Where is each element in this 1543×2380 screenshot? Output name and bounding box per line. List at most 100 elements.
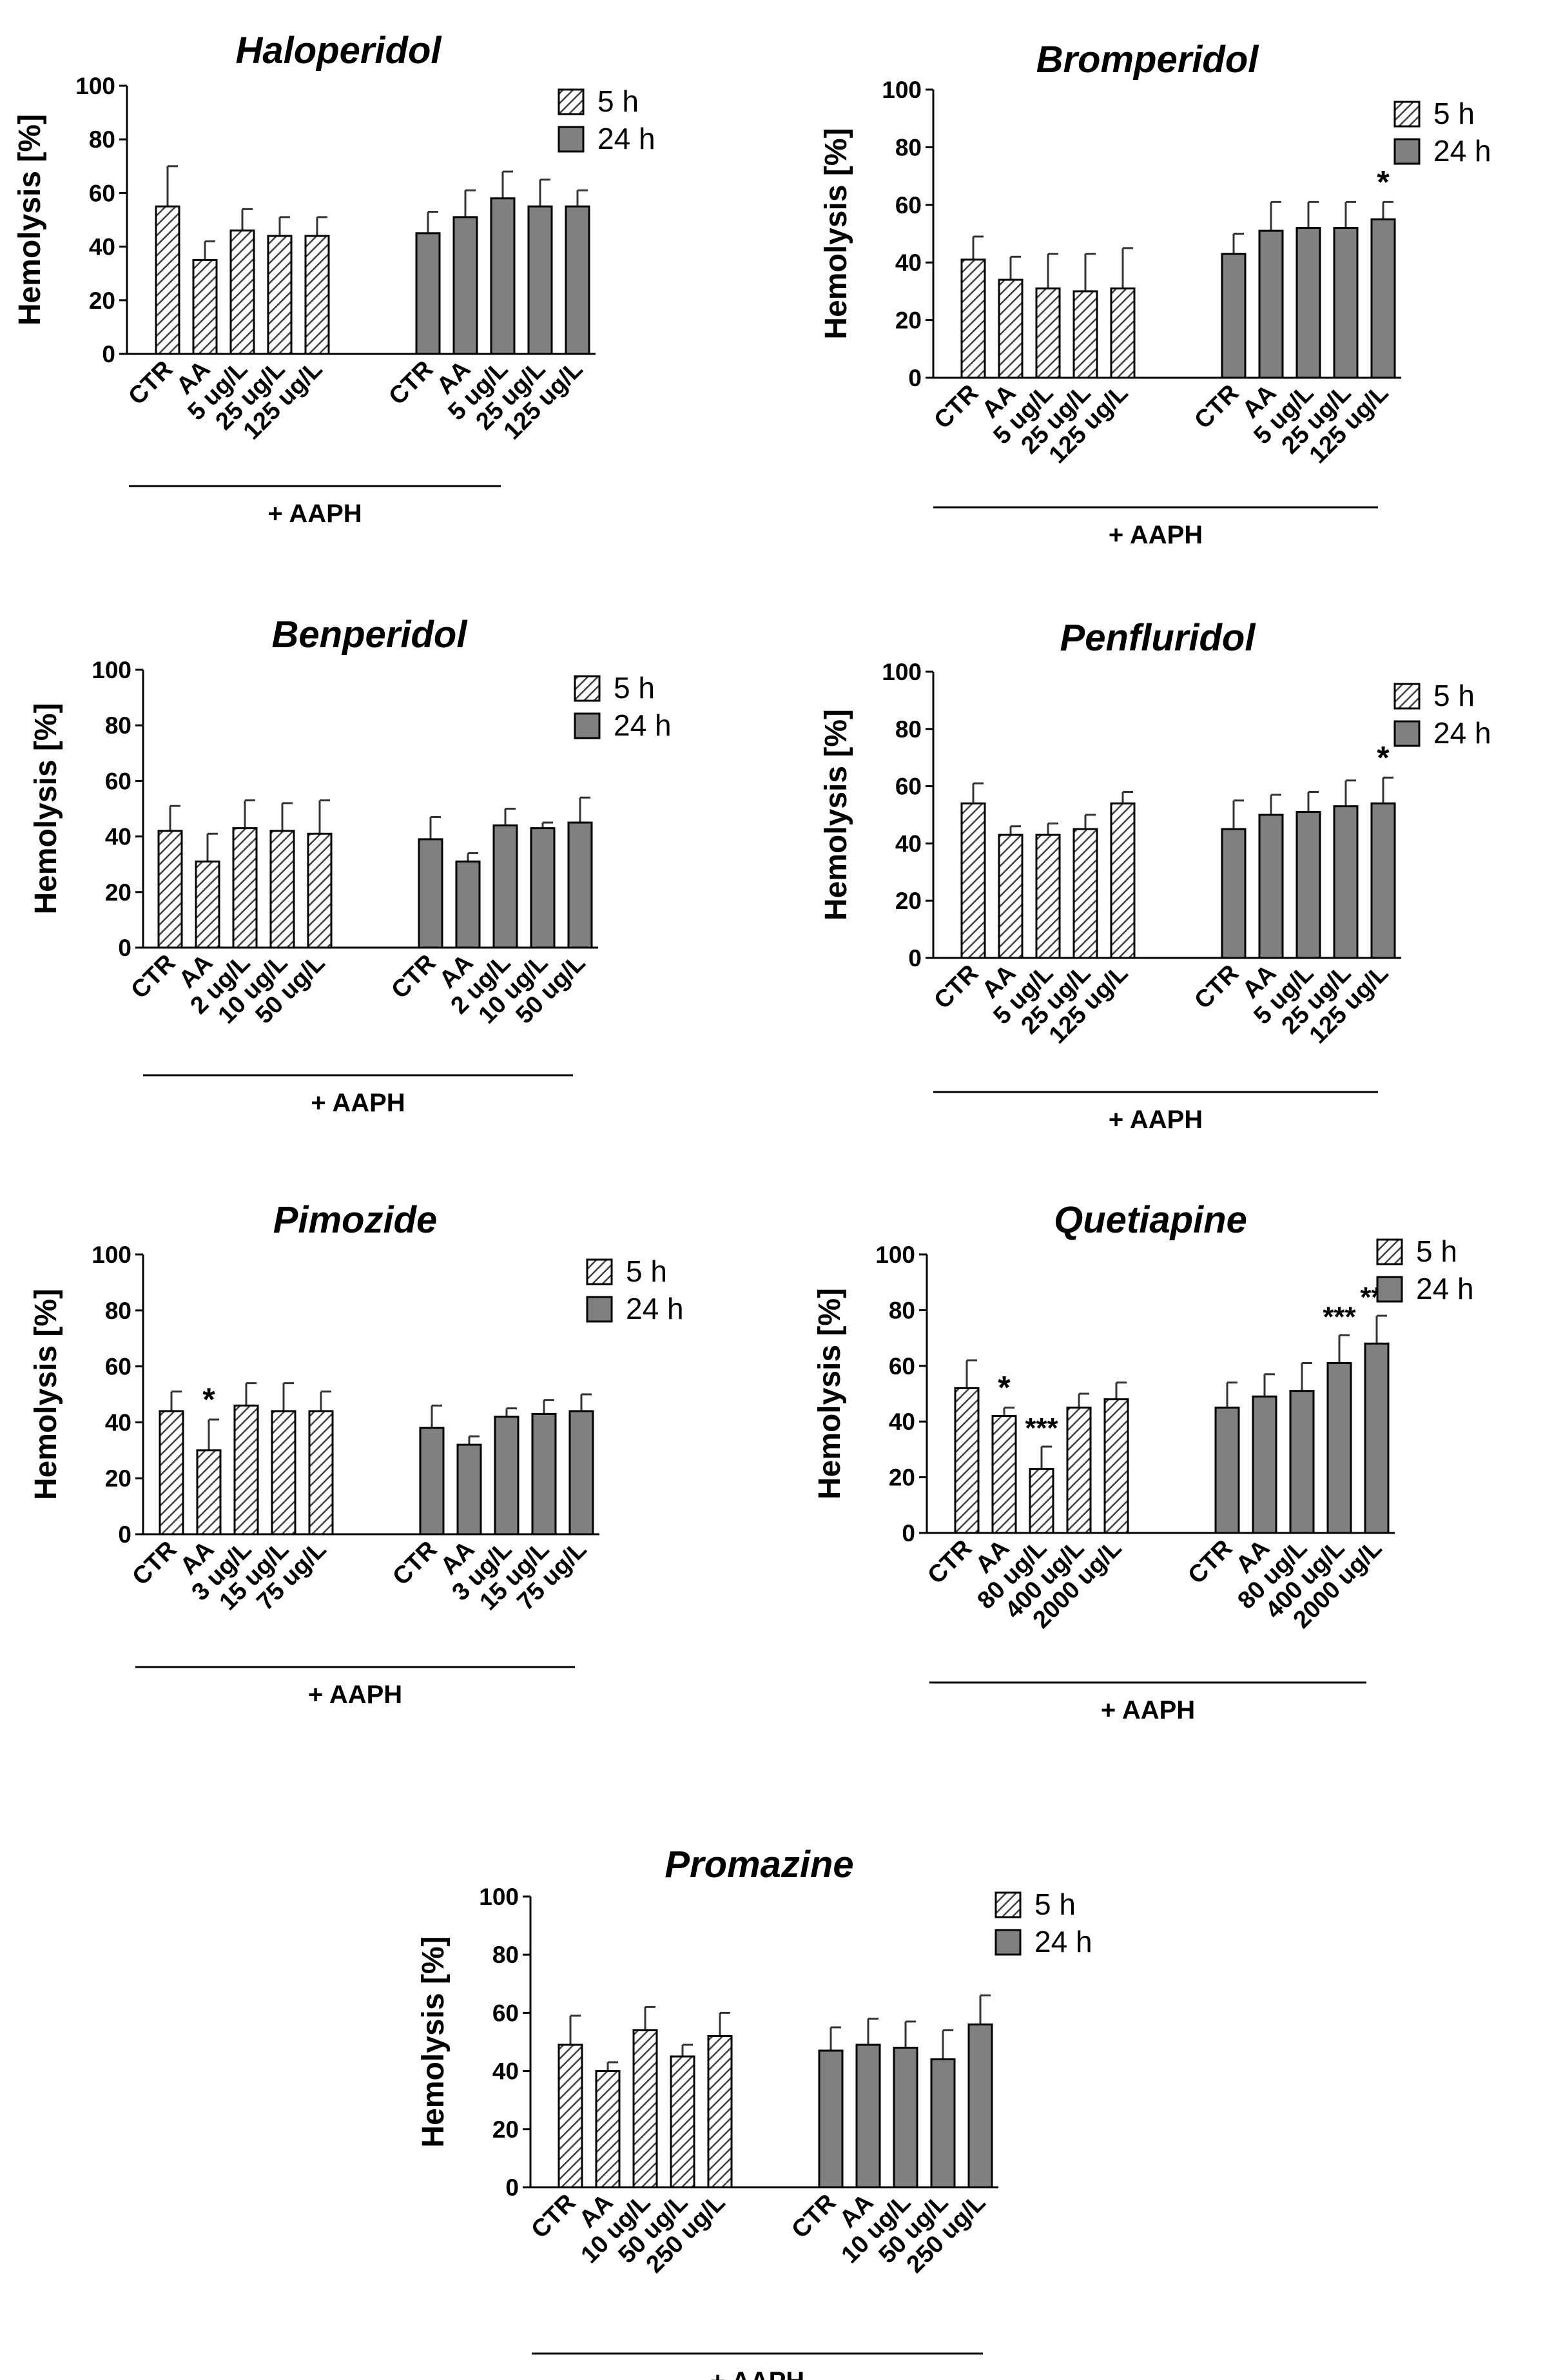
pimozide-bar-5h [271, 1410, 296, 1536]
bromperidol-y-tick-label: 80 [895, 134, 922, 161]
penfluridol-y-axis-label: Hemolysis [%] [819, 709, 853, 921]
promazine-x-tick-label: CTR [786, 2189, 841, 2244]
bromperidol-y-tick-label: 60 [895, 192, 922, 219]
penfluridol-bar-5h [960, 802, 986, 959]
pimozide-aaph-label: + AAPH [308, 1681, 402, 1709]
pimozide-bar-24h [531, 1412, 557, 1536]
pimozide-bar-5h [233, 1404, 259, 1536]
penfluridol-y-tick-label: 80 [895, 716, 922, 743]
benperidol-y-tick-label: 20 [105, 879, 131, 906]
promazine-y-tick-label: 60 [492, 2000, 519, 2026]
haloperidol-bar-24h [452, 216, 478, 355]
promazine-bar-5h [595, 2070, 621, 2189]
quetiapine-legend-swatch-5h [1376, 1238, 1403, 1265]
quetiapine-bar-24h [1364, 1342, 1390, 1534]
benperidol-title: Benperidol [272, 614, 469, 656]
penfluridol-bar-24h [1221, 828, 1247, 959]
quetiapine-y-tick-label: 60 [889, 1353, 915, 1380]
promazine-y-tick-label: 80 [492, 1942, 519, 1968]
penfluridol-y-tick-label: 60 [895, 774, 922, 800]
penfluridol-bar-5h [1035, 834, 1061, 959]
quetiapine-title: Quetiapine [1054, 1199, 1247, 1241]
benperidol-legend-label: 24 h [614, 708, 672, 742]
promazine-title: Promazine [665, 1844, 853, 1886]
promazine-y-axis-label: Hemolysis [%] [416, 1936, 451, 2147]
haloperidol-bar-5h [229, 229, 255, 355]
benperidol-bar-5h [157, 830, 183, 949]
pimozide-significance-mark: * [202, 1381, 215, 1418]
penfluridol-y-tick-label: 40 [895, 830, 922, 857]
promazine-y-tick-label: 20 [492, 2116, 519, 2143]
promazine-bar-24h [930, 2058, 956, 2189]
bromperidol-bar-24h [1333, 227, 1359, 379]
quetiapine-x-tick-label: CTR [922, 1535, 977, 1590]
bromperidol-x-tick-label: CTR [929, 380, 984, 434]
pimozide-y-tick-label: 0 [118, 1521, 131, 1548]
pimozide-x-tick-label: CTR [127, 1536, 182, 1591]
bromperidol-title: Bromperidol [1036, 39, 1260, 81]
pimozide-bar-24h [456, 1443, 482, 1536]
benperidol-legend-swatch-24h [574, 712, 601, 739]
benperidol-bar-24h [530, 827, 556, 949]
quetiapine-bar-5h [954, 1387, 980, 1534]
pimozide-y-tick-label: 40 [105, 1409, 131, 1436]
pimozide-title: Pimozide [273, 1199, 438, 1241]
pimozide-bar-5h [159, 1410, 184, 1536]
haloperidol-y-tick-label: 40 [89, 234, 115, 260]
pimozide-legend-label: 24 h [626, 1292, 684, 1325]
bromperidol-bar-5h [1110, 287, 1136, 379]
benperidol-y-tick-label: 0 [118, 935, 131, 961]
bromperidol-legend-label: 5 h [1433, 97, 1475, 130]
penfluridol-bar-24h [1258, 814, 1284, 959]
promazine-bar-5h [707, 2034, 733, 2189]
bromperidol-y-tick-label: 0 [908, 365, 922, 391]
haloperidol-y-tick-label: 60 [89, 180, 115, 206]
benperidol-legend-swatch-5h [574, 675, 601, 702]
promazine-legend-swatch-24h [995, 1929, 1022, 1956]
haloperidol-bar-24h [415, 232, 441, 355]
penfluridol-bar-5h [1110, 802, 1136, 959]
benperidol-bar-5h [195, 860, 220, 949]
promazine-bar-5h [558, 2043, 583, 2189]
quetiapine-y-tick-label: 20 [889, 1465, 915, 1491]
penfluridol-y-tick-label: 100 [882, 659, 922, 685]
haloperidol-legend-swatch-5h [558, 88, 585, 115]
haloperidol-bar-5h [267, 235, 293, 355]
penfluridol-x-tick-label: CTR [929, 960, 984, 1015]
quetiapine-y-axis-label: Hemolysis [%] [813, 1288, 847, 1499]
penfluridol-legend-label: 5 h [1433, 679, 1475, 712]
promazine-legend-swatch-5h [995, 1891, 1022, 1918]
promazine-bar-24h [893, 2047, 918, 2189]
haloperidol-legend-label: 24 h [597, 122, 655, 155]
bromperidol-legend-label: 24 h [1433, 134, 1491, 168]
benperidol-x-tick-label: CTR [126, 950, 180, 1004]
benperidol-aaph-label: + AAPH [311, 1089, 405, 1117]
haloperidol-x-tick-label: CTR [383, 356, 438, 411]
pimozide-bar-24h [494, 1416, 519, 1536]
quetiapine-legend-label: 5 h [1416, 1234, 1457, 1268]
quetiapine-bar-24h [1289, 1390, 1315, 1534]
bromperidol-bar-24h [1258, 229, 1284, 379]
bromperidol-bar-5h [998, 278, 1024, 379]
haloperidol-aaph-label: + AAPH [267, 500, 362, 528]
quetiapine-legend-swatch-24h [1376, 1276, 1403, 1303]
quetiapine-significance-mark: *** [1323, 1301, 1356, 1332]
penfluridol-bar-5h [998, 834, 1024, 959]
penfluridol-bar-24h [1370, 802, 1396, 959]
quetiapine-aaph-label: + AAPH [1101, 1696, 1195, 1724]
benperidol-bar-24h [492, 824, 518, 949]
benperidol-y-tick-label: 60 [105, 768, 131, 794]
haloperidol-legend-swatch-24h [558, 126, 585, 153]
pimozide-bar-5h [308, 1410, 334, 1536]
haloperidol-bar-24h [527, 205, 553, 355]
quetiapine-y-tick-label: 0 [902, 1520, 915, 1546]
haloperidol-legend-label: 5 h [597, 84, 639, 118]
benperidol-bar-24h [567, 821, 593, 949]
penfluridol-y-tick-label: 0 [908, 945, 922, 971]
penfluridol-significance-mark: * [1377, 739, 1390, 775]
haloperidol-y-tick-label: 80 [89, 126, 115, 153]
promazine-legend-label: 24 h [1034, 1925, 1092, 1958]
benperidol-bar-5h [307, 832, 333, 949]
quetiapine-bar-5h [1029, 1468, 1054, 1534]
